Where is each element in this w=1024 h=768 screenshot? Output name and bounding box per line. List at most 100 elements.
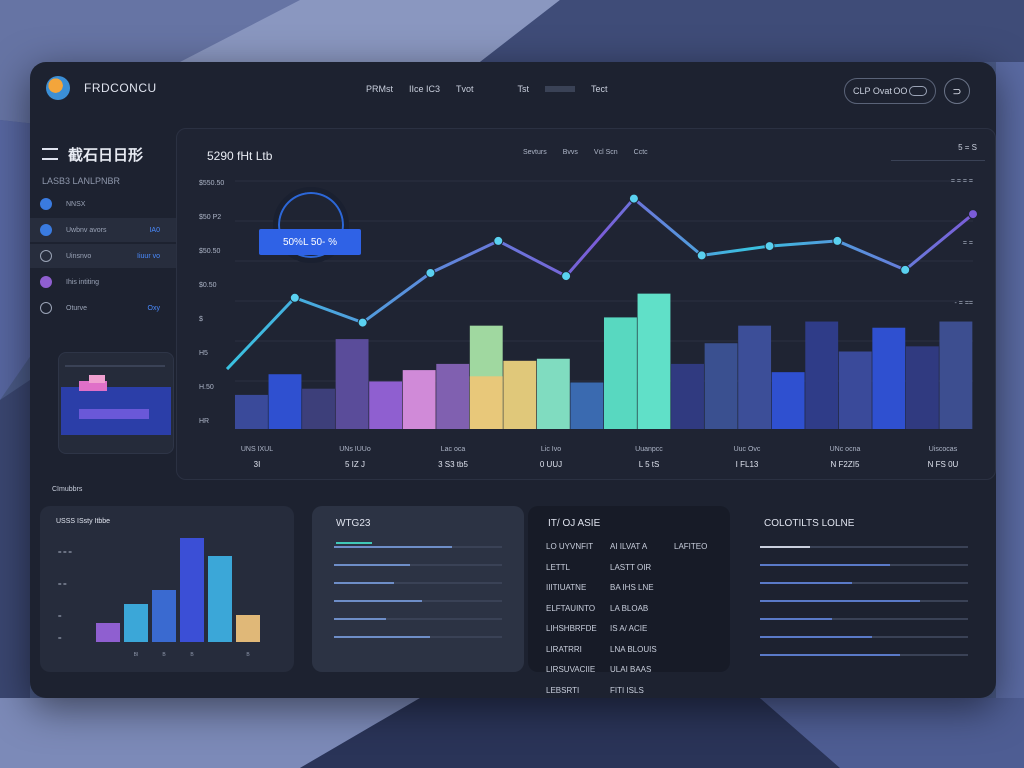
table-cell: FITI ISLS — [610, 685, 644, 695]
line-point[interactable] — [561, 271, 572, 282]
value-badge[interactable]: 50%L 50- % — [259, 229, 361, 255]
table-row[interactable]: ELFTAUINTO LA BLOAB — [546, 604, 738, 625]
bar[interactable] — [771, 372, 805, 429]
legend-item-4[interactable]: Cctc — [633, 149, 648, 156]
mini-bar[interactable] — [236, 615, 260, 642]
table-row[interactable]: LIHSHBRFDE IS A/ ACIE — [546, 624, 738, 645]
sidebar-item[interactable]: Ihis intiting — [30, 270, 176, 294]
bar[interactable] — [738, 325, 772, 429]
bar[interactable] — [939, 321, 973, 429]
legend-item-3[interactable]: Vcl Scn — [593, 149, 618, 156]
line-point[interactable] — [696, 250, 707, 261]
sidebar-item-icon — [40, 276, 52, 288]
table-row[interactable]: LIRSUVACIIE ULAI BAAS — [546, 665, 738, 686]
sidebar-item[interactable]: NNSX — [30, 192, 176, 216]
mini-bar[interactable] — [96, 623, 120, 642]
bar[interactable] — [369, 381, 403, 429]
sidebar-item[interactable]: Oturve Oxy — [30, 296, 176, 320]
table-row[interactable]: IIITIUATNE BA IHS LNE — [546, 583, 738, 604]
bar[interactable] — [402, 370, 436, 429]
table-cell — [674, 604, 738, 625]
pill-value: OO — [893, 86, 908, 96]
sidebar-list: NNSX Uwbnv avors IA0 Uinsnvo Iiuur vo Ihis in… — [30, 192, 176, 342]
line-point[interactable] — [493, 235, 504, 246]
bar[interactable] — [838, 351, 872, 430]
bar[interactable] — [536, 358, 570, 429]
line-point[interactable] — [628, 193, 639, 204]
mini-preview-panel[interactable] — [58, 352, 174, 454]
x-tick-label: UNS IXUL — [241, 446, 273, 453]
app-title: FRDCONCU — [84, 81, 157, 95]
mini-bar-chart: = = = = = = = BI B B B — [58, 538, 260, 658]
nav-item-4[interactable]: Tst — [517, 84, 530, 94]
sidebar-item[interactable]: Uinsnvo Iiuur vo — [30, 244, 176, 268]
bar[interactable] — [436, 363, 470, 429]
header-toggle-pill[interactable]: CLP Ovat OO — [844, 78, 936, 104]
nav-item-2[interactable]: IIce IC3 — [409, 84, 441, 94]
mini-bar[interactable] — [180, 538, 204, 642]
lines-graphic — [760, 546, 968, 656]
top-nav: PRMst IIce IC3 Tvot Tst Tect — [366, 84, 608, 94]
mini-bar[interactable] — [152, 590, 176, 642]
x-tick-label: UNc ocna — [830, 446, 861, 453]
table-cell — [674, 665, 738, 686]
bar[interactable] — [570, 382, 604, 430]
table-card-title: IT/ OJ ASIE — [548, 518, 601, 529]
sidebar-item-label: Oturve — [66, 304, 88, 312]
range-selector[interactable]: 5 = S — [891, 143, 985, 161]
nav-item-1[interactable]: PRMst — [366, 84, 393, 94]
line-point[interactable] — [425, 267, 436, 278]
line-point[interactable] — [289, 292, 300, 303]
table-cell: IS A/ ACIE — [610, 624, 648, 633]
bar[interactable] — [235, 394, 268, 429]
table-cell — [674, 563, 738, 584]
nav-item-dim[interactable] — [545, 86, 576, 92]
bar[interactable] — [335, 339, 369, 429]
sidebar-item-label: Uwbnv avors — [66, 226, 107, 234]
mini-x-label: B — [162, 652, 166, 658]
line-point[interactable] — [832, 235, 843, 246]
bar[interactable] — [805, 321, 839, 429]
series-line — [225, 196, 974, 371]
table-cell: LA BLOAB — [610, 603, 649, 613]
legend-item-2[interactable]: Bvvs — [562, 149, 578, 156]
legend-item-1[interactable]: Sevturs — [523, 149, 547, 156]
bar-stacked[interactable] — [469, 376, 503, 429]
main-chart-title: 5290 fHt Ltb — [207, 149, 273, 163]
bar[interactable] — [604, 317, 637, 429]
table-cell: ELFTAUINTO — [546, 603, 596, 613]
mini-bar-card: USSS ISsty Itbbe = = = = = = = BI B B B — [40, 506, 294, 672]
bar[interactable] — [905, 346, 939, 429]
bar[interactable] — [671, 363, 704, 429]
toggle-icon[interactable] — [909, 86, 927, 96]
bar[interactable] — [704, 343, 738, 429]
mini-x-label: B — [190, 652, 194, 658]
nav-item-last[interactable]: Tect — [591, 84, 608, 94]
mini-bar[interactable] — [124, 604, 148, 642]
logout-button[interactable]: ⊃ — [944, 78, 970, 104]
sidebar-menu-icon[interactable] — [42, 148, 58, 160]
bar[interactable] — [268, 374, 302, 429]
sidebar-item-value: Oxy — [147, 304, 160, 312]
bar[interactable] — [872, 327, 906, 429]
line-point[interactable] — [900, 264, 911, 275]
y-tick-label: H5 — [199, 350, 208, 357]
sidebar-item-icon — [40, 224, 52, 236]
right-tick-label: = = = = — [951, 178, 973, 185]
mini-bar[interactable] — [208, 556, 232, 642]
bar[interactable] — [637, 293, 671, 429]
app-logo-icon[interactable] — [46, 76, 70, 100]
bar[interactable] — [503, 360, 537, 429]
table-row[interactable]: LIRATRRI LNA BLOUIS — [546, 645, 738, 666]
line-point[interactable] — [764, 241, 775, 252]
table-row[interactable]: LO UYVNFIT AI ILVAT A LAFITEO — [546, 542, 738, 563]
table-row[interactable]: LEBSRTI FITI ISLS — [546, 686, 738, 699]
x-tick-label: Uuanpcc — [635, 446, 663, 453]
line-point[interactable] — [968, 209, 978, 220]
sidebar-item[interactable]: Uwbnv avors IA0 — [30, 218, 176, 242]
table-row[interactable]: LETTL LASTT OIR — [546, 563, 738, 584]
line-point[interactable] — [357, 317, 368, 328]
x-value-label: N F2ZI5 — [831, 460, 860, 469]
nav-item-3[interactable]: Tvot — [456, 84, 474, 94]
bar[interactable] — [302, 388, 335, 429]
